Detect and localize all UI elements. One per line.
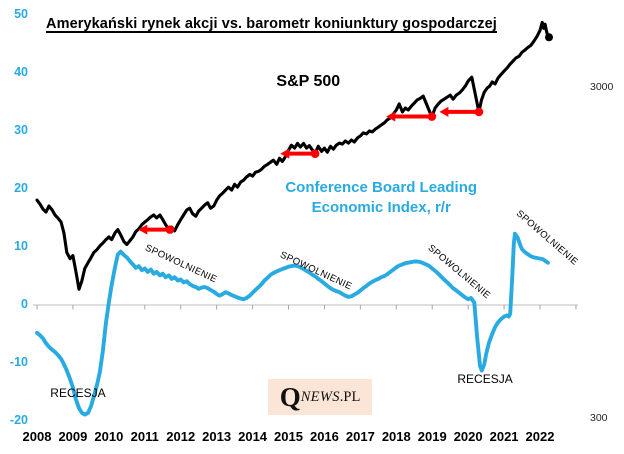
- y-axis-label-left: -10: [9, 355, 28, 369]
- last-point-marker: [545, 33, 554, 42]
- y-axis-label-left: 20: [14, 181, 28, 195]
- signal-dot: [427, 112, 437, 121]
- x-axis-label: 2018: [381, 429, 411, 444]
- signal-arrow-head: [280, 148, 290, 159]
- x-axis-label: 2013: [202, 429, 232, 444]
- signal-dot: [474, 107, 484, 117]
- y-axis-label-left: 0: [21, 297, 28, 311]
- x-axis-label: 2015: [274, 429, 303, 444]
- x-axis-label: 2020: [453, 429, 483, 444]
- y-axis-label-left: 40: [14, 65, 28, 79]
- signal-arrow-head: [386, 111, 396, 122]
- recession-label: RECESJA: [457, 372, 513, 387]
- lei-series-label: Conference Board Leading Economic Index,…: [285, 179, 478, 217]
- chart-title: Amerykański rynek akcji vs. barometr kon…: [46, 16, 497, 32]
- x-axis-label: 2012: [166, 429, 196, 444]
- sp500-series-label: S&P 500: [276, 72, 341, 90]
- x-axis-label: 2021: [489, 429, 519, 444]
- watermark-q: Q: [279, 381, 301, 412]
- x-axis-label: 2022: [525, 429, 555, 444]
- y-axis-label-left: -20: [9, 413, 28, 427]
- y-axis-label-left: 30: [14, 123, 28, 137]
- y-axis-label-left: 10: [14, 239, 28, 253]
- watermark-pl: .PL: [339, 388, 361, 405]
- signal-dot: [165, 225, 175, 234]
- sp500-line: [35, 20, 550, 291]
- x-axis-label: 2009: [58, 429, 88, 444]
- x-axis-label: 2010: [94, 429, 124, 444]
- qnews-watermark: Q NEWS .PL: [268, 379, 372, 415]
- y-axis-label-left: 50: [14, 7, 28, 21]
- lei-line: [35, 231, 550, 417]
- y-axis-label-right: 3000: [590, 81, 614, 93]
- x-axis-label: 2011: [130, 429, 159, 444]
- signal-arrow-head: [439, 106, 449, 117]
- x-axis-label: 2014: [238, 429, 268, 444]
- watermark-news: NEWS: [300, 388, 340, 405]
- signal-arrow-head: [138, 224, 148, 235]
- y-axis-label-right: 300: [590, 412, 608, 424]
- x-axis-label: 2008: [22, 429, 52, 444]
- x-axis-label: 2017: [345, 429, 375, 444]
- x-axis-label: 2019: [417, 429, 447, 444]
- recession-label: RECESJA: [50, 386, 106, 401]
- signal-dot: [310, 149, 320, 158]
- x-axis-label: 2016: [309, 429, 339, 444]
